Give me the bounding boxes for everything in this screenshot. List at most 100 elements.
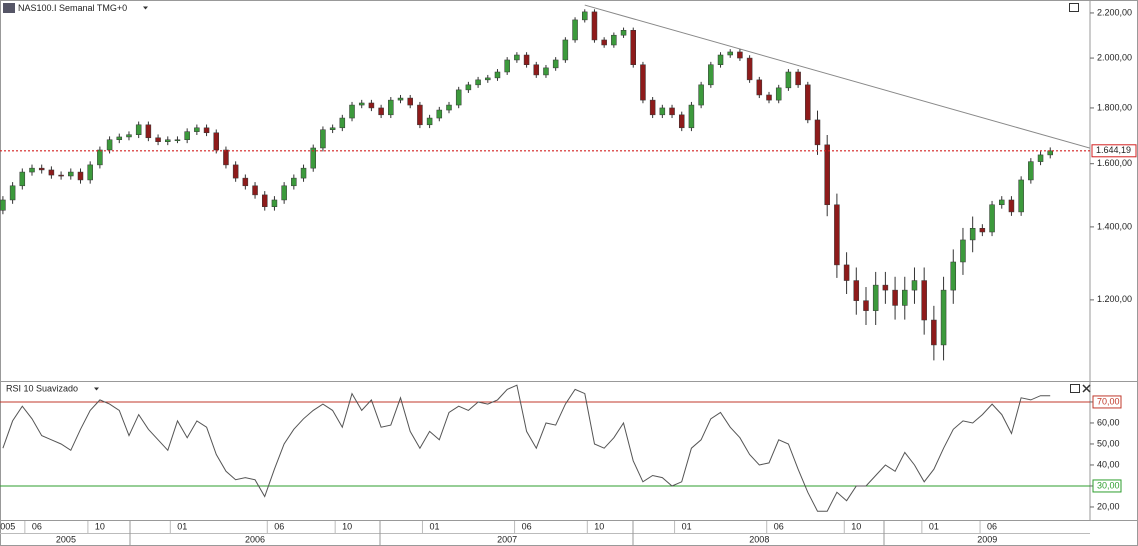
x-tick-label: 10 bbox=[95, 521, 105, 531]
candle-body bbox=[155, 137, 161, 142]
maximize-button[interactable] bbox=[1069, 3, 1079, 12]
candle-body bbox=[87, 164, 93, 181]
y-tick-label: 60,00 bbox=[1097, 417, 1120, 427]
year-label: 2006 bbox=[245, 534, 265, 544]
candle-body bbox=[291, 177, 297, 187]
trendline bbox=[584, 4, 1090, 149]
candle-body bbox=[38, 167, 45, 171]
indicator-maximize[interactable] bbox=[1070, 384, 1080, 393]
symbol-icon[interactable] bbox=[3, 3, 15, 13]
candle-body bbox=[1037, 154, 1044, 162]
candle-body bbox=[940, 289, 947, 346]
candle-body bbox=[242, 177, 249, 187]
candle-body bbox=[388, 99, 394, 116]
y-tick-label: 70,00 bbox=[1097, 396, 1120, 406]
candle-body bbox=[349, 104, 355, 119]
indicator-close[interactable] bbox=[1082, 384, 1091, 393]
candle-body bbox=[446, 104, 452, 111]
axes: 1.200,00 1.400,00 1.600,00 1.800,00 2.000,00… bbox=[0, 7, 1137, 544]
candle-body bbox=[514, 54, 520, 61]
candle-body bbox=[717, 54, 724, 65]
year-label: 2005 bbox=[56, 534, 76, 544]
candle-body bbox=[407, 97, 413, 106]
y-tick-label: 30,00 bbox=[1097, 480, 1120, 490]
candle-body bbox=[882, 284, 889, 291]
candle-body bbox=[426, 117, 433, 126]
candle-body bbox=[184, 131, 190, 141]
last-price-box bbox=[1091, 144, 1137, 158]
candle-body bbox=[329, 127, 336, 130]
candle-body bbox=[232, 164, 239, 179]
candle-body bbox=[106, 139, 113, 151]
candle-body bbox=[252, 185, 258, 196]
indicator-dropdown[interactable] bbox=[94, 387, 99, 391]
candle-body bbox=[281, 185, 287, 201]
y-tick-label: 2.200,00 bbox=[1097, 7, 1132, 17]
x-tick-label: 005 bbox=[0, 521, 15, 531]
x-tick-label: 01 bbox=[177, 521, 187, 531]
candle-body bbox=[135, 124, 142, 135]
candle-body bbox=[902, 289, 908, 306]
candle-body bbox=[417, 104, 423, 126]
candle-body bbox=[29, 167, 35, 173]
candle-body bbox=[203, 127, 210, 134]
candle-body bbox=[19, 171, 26, 187]
candle-body bbox=[756, 79, 763, 96]
candle-body bbox=[436, 109, 443, 119]
x-tick-label: 10 bbox=[342, 521, 352, 531]
x-tick-label: 01 bbox=[929, 521, 939, 531]
x-tick-label: 01 bbox=[429, 521, 439, 531]
candle-body bbox=[455, 89, 462, 106]
candle-body bbox=[339, 117, 346, 129]
y-tick-label: 2.000,00 bbox=[1097, 52, 1132, 62]
candle-body bbox=[68, 171, 74, 177]
candle-body bbox=[921, 280, 927, 321]
candle-body bbox=[145, 124, 152, 139]
candle-body bbox=[504, 59, 510, 73]
candle-body bbox=[213, 132, 220, 151]
candle-body bbox=[989, 204, 995, 233]
candle-body bbox=[397, 97, 404, 101]
candle-body bbox=[708, 64, 714, 86]
x-tick-label: 10 bbox=[851, 521, 861, 531]
candle-body bbox=[543, 67, 549, 76]
x-tick-label: 10 bbox=[594, 521, 604, 531]
candle-body bbox=[669, 107, 675, 116]
candle-body bbox=[552, 59, 559, 69]
candle-body bbox=[737, 51, 743, 59]
level-label-box bbox=[1092, 479, 1122, 493]
candle-body bbox=[582, 11, 588, 21]
candle-body bbox=[698, 84, 704, 106]
candle-body bbox=[465, 84, 472, 91]
rsi-pane bbox=[0, 384, 1090, 512]
candle-body bbox=[601, 39, 607, 46]
candle-body bbox=[1047, 150, 1053, 156]
candle-body bbox=[931, 319, 937, 346]
candle-body bbox=[358, 102, 365, 106]
x-tick-label: 06 bbox=[32, 521, 42, 531]
candle-body bbox=[834, 204, 840, 266]
candle-body bbox=[116, 136, 123, 141]
candle-body bbox=[814, 119, 821, 146]
candle-body bbox=[300, 167, 307, 179]
candle-body bbox=[533, 64, 540, 76]
candle-body bbox=[640, 64, 646, 101]
candle-body bbox=[950, 261, 957, 291]
title-dropdown[interactable] bbox=[143, 6, 148, 10]
rsi-line bbox=[2, 384, 1051, 512]
price-pane bbox=[0, 4, 1090, 361]
candle-body bbox=[591, 11, 598, 41]
candle-body bbox=[824, 144, 830, 206]
candle-body bbox=[678, 114, 685, 129]
candle-body bbox=[969, 228, 976, 241]
x-tick-label: 06 bbox=[274, 521, 284, 531]
year-separators bbox=[129, 521, 885, 546]
candle-body bbox=[271, 199, 278, 207]
candle-body bbox=[77, 171, 84, 181]
last-price-label: 1.644,19 bbox=[1096, 145, 1131, 155]
candle-body bbox=[843, 264, 850, 281]
chart-title: NAS100.I Semanal TMG+0 bbox=[18, 3, 127, 13]
y-tick-label: 20,00 bbox=[1097, 501, 1120, 511]
